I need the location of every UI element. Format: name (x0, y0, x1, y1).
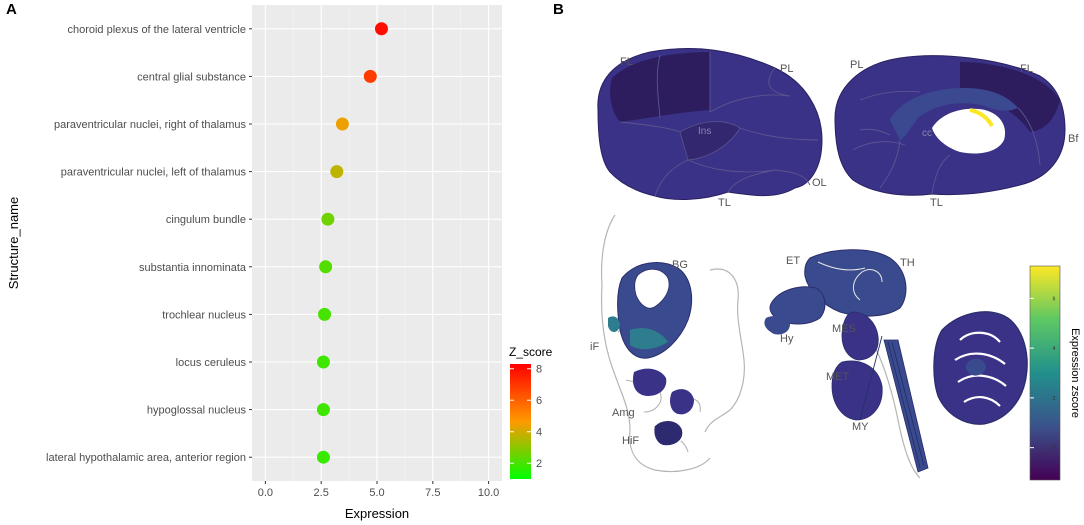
coronal-f-label: iF (590, 341, 599, 353)
legend-tick-label: 4 (536, 427, 542, 439)
coronal-small-teal (608, 316, 620, 332)
legend-tick-label: 6 (536, 395, 542, 407)
y-tick-label: hypoglossal nucleus (147, 405, 247, 417)
sagittal-section: ET TH Hy MES MET MY (764, 249, 1028, 479)
lateral-ins-label: Ins (698, 126, 711, 137)
data-point (363, 69, 377, 83)
legend-tick-label: 2 (536, 458, 542, 470)
medial-high-expression-structure (969, 108, 994, 127)
panel-label-b: B (553, 1, 564, 18)
sagittal-midbrain (841, 311, 879, 361)
sagittal-mes-label: MES (832, 323, 856, 335)
data-point (318, 307, 332, 321)
sagittal-thalamus-white-lines (817, 261, 883, 301)
expression-dot-chart: choroid plexus of the lateral ventricle c… (6, 5, 553, 521)
colorbar-tick-label: 6 (1053, 296, 1056, 302)
coronal-internal-capsule (630, 328, 668, 350)
medial-sulci (852, 90, 1041, 195)
x-tick-label: 10.0 (478, 487, 499, 499)
medial-frontal-dark-region (960, 62, 1060, 132)
panel-label-a: A (6, 1, 17, 18)
coronal-section: BG iF Amg HiF (590, 214, 745, 473)
x-tick-label: 2.5 (314, 487, 329, 499)
y-tick-label: trochlear nucleus (162, 309, 246, 321)
sagittal-cerebellum-folia (954, 331, 1007, 407)
colorbar-tick-label: 0 (1053, 446, 1056, 452)
coronal-hippocampus (652, 419, 684, 447)
colorbar-tick-label: 4 (1053, 346, 1056, 352)
lateral-ol-label: OL (812, 177, 827, 189)
x-tick-label: 7.5 (425, 487, 440, 499)
data-point (316, 403, 330, 417)
data-point (316, 450, 330, 464)
coronal-outline-left (600, 214, 711, 473)
coronal-outline-right (704, 268, 745, 433)
y-tick-label: lateral hypothalamic area, anterior regi… (46, 452, 246, 464)
coronal-lentiform (634, 268, 670, 309)
lateral-insula-region (679, 121, 741, 161)
coronal-bg-label: BG (672, 259, 688, 271)
x-tick-labels: 0.0 2.5 5.0 7.5 10.0 (258, 481, 499, 499)
lateral-fl-label: FL (620, 56, 633, 68)
coronal-amg-label: Amg (612, 407, 635, 419)
lateral-frontal-dark-region (610, 52, 710, 122)
coronal-thalamic-structure (670, 389, 694, 415)
data-point (321, 212, 335, 226)
y-tick-label: paraventricular nuclei, left of thalamus (61, 167, 247, 179)
legend-tick-label: 8 (536, 364, 542, 376)
data-point (319, 260, 333, 274)
legend-colorbar (510, 364, 531, 479)
sagittal-my-label: MY (852, 421, 869, 433)
data-point (330, 165, 344, 179)
sagittal-th-label: TH (900, 257, 915, 269)
legend-ticks: 2 4 6 8 (510, 364, 542, 470)
data-point (374, 22, 388, 36)
lateral-pl-label: PL (780, 63, 793, 75)
data-points (316, 22, 388, 464)
coronal-amygdala (632, 368, 667, 396)
sagittal-medulla-tracts (859, 335, 925, 469)
medial-cc-label: cc (922, 128, 932, 139)
grid-lines (252, 5, 502, 481)
medial-tl-label: TL (930, 197, 943, 209)
colorbar-tick-label: 2 (1053, 396, 1056, 402)
brain-expression-maps: FL PL Ins OL TL PL FL cc Bf TL BG iF Amg… (590, 48, 1081, 481)
x-tick-label: 5.0 (369, 487, 384, 499)
medial-cortex-view: PL FL cc Bf TL (834, 55, 1079, 209)
y-tick-label: cingulum bundle (166, 214, 246, 226)
lateral-tl-label: TL (718, 197, 731, 209)
medial-fl-label: FL (1020, 63, 1033, 75)
expression-colorbar-ticks: 0 2 4 6 (1030, 296, 1056, 452)
y-tick-labels: choroid plexus of the lateral ventricle c… (46, 24, 252, 464)
x-axis-title: Expression (345, 506, 409, 521)
expression-colorbar-title: Expression zscore (1069, 328, 1081, 418)
y-tick-label: paraventricular nuclei, right of thalamu… (54, 119, 246, 131)
sagittal-met-label: MET (826, 371, 850, 383)
sagittal-hy-label: Hy (780, 333, 794, 345)
sagittal-pons (831, 360, 883, 421)
data-point (316, 355, 330, 369)
sagittal-et-region (769, 286, 826, 325)
sagittal-hypothalamus (764, 316, 790, 335)
medial-b-label: Bf (1068, 133, 1079, 145)
medial-pl-label: PL (850, 59, 863, 71)
expression-colorbar-gradient (1029, 265, 1061, 481)
y-tick-label: locus ceruleus (176, 357, 247, 369)
medial-cingulate-region (890, 88, 1018, 140)
lateral-cortex-view: FL PL Ins OL TL (597, 48, 827, 209)
legend-title: Z_score (509, 345, 553, 359)
lateral-sulci (619, 52, 819, 197)
y-tick-label: substantia innominata (139, 262, 247, 274)
coronal-hif-label: HiF (622, 435, 639, 447)
y-axis-title: Structure_name (6, 197, 21, 290)
z-score-legend: Z_score 2 4 6 8 (509, 345, 553, 479)
sagittal-cerebellar-nucleus (965, 358, 986, 376)
sagittal-et-label: ET (786, 255, 800, 267)
expression-colorbar: 0 2 4 6 Expression zscore (1029, 265, 1081, 481)
x-tick-label: 0.0 (258, 487, 273, 499)
data-point (335, 117, 349, 131)
y-tick-label: central glial substance (137, 71, 246, 83)
y-tick-label: choroid plexus of the lateral ventricle (67, 24, 246, 36)
